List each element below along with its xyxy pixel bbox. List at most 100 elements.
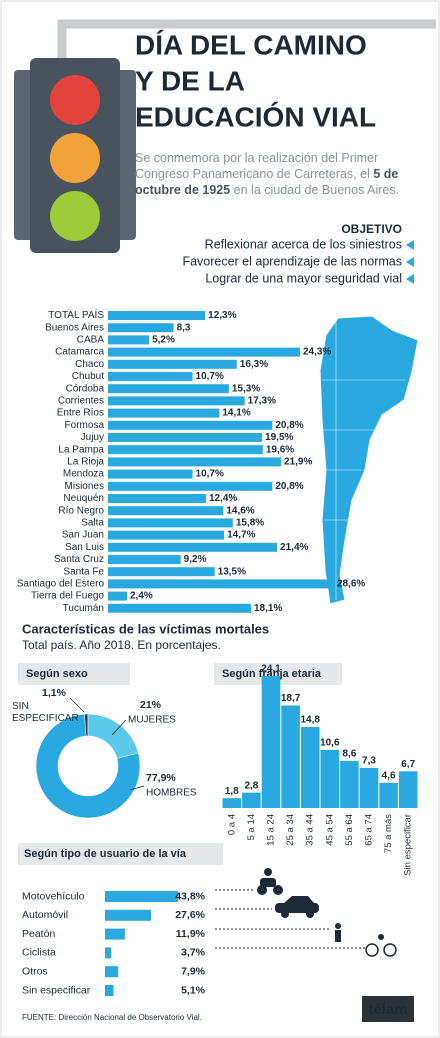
bar [340,760,359,808]
category-label: 45 a 54 [324,814,335,846]
category-label: Jujuy [81,432,104,443]
value-label: 2,4% [130,591,153,602]
category-label: TOTAL PAÍS [48,308,104,321]
bar [105,985,114,996]
category-label: MUJERES [128,715,176,726]
category-label: Río Negro [58,505,104,516]
red-light [50,75,100,125]
category-label: 35 a 44 [305,814,316,846]
category-label: Ciclista [22,947,56,959]
bar [379,782,398,808]
value-label: 14,8 [300,715,320,726]
value-label: 11,9% [176,928,206,940]
bar [108,372,193,381]
title: DÍA DEL CAMINO [135,29,367,60]
category-label: Salta [81,518,104,529]
bar [108,530,225,540]
category-label: Sin especificar [22,984,91,996]
value-label: 12,4% [209,493,237,504]
category-label: Sin especificar [403,814,414,876]
bar [108,311,206,320]
value-label: 10,7% [196,371,224,382]
bar [108,433,263,442]
category-label: La Pampa [58,444,104,455]
leader-line [111,719,127,736]
objective: Lograr de una mayor seguridad vial [205,271,402,285]
value-label: 14,7% [227,530,255,541]
value-label: 17,3% [248,396,276,407]
category-label: Santa Cruz [54,554,104,565]
value-label: 1,1% [42,687,67,699]
value-label: 10,7% [196,469,224,480]
category-label: HOMBRES [146,788,197,799]
value-label: 7,9% [181,965,206,977]
bar [108,335,150,345]
donut-slice [35,713,141,819]
value-label: 8,3 [177,322,191,333]
bar [108,445,263,455]
value-label: 18,7 [281,693,301,704]
value-label: 18,1% [254,603,282,614]
category-label: 65 a 74 [364,814,375,846]
map [319,315,419,605]
bar [108,359,237,369]
bullet [406,257,414,267]
bar [300,726,320,808]
category-label: Entre Ríos [57,408,104,419]
bar [105,966,119,978]
title: Y DE LA [135,65,245,96]
category-label: 5 a 14 [246,814,257,840]
value-label: 77,9% [146,772,176,784]
bar [108,457,282,467]
bar [281,705,300,808]
objective: Reflexionar acerca de los siniestros [205,237,402,251]
value-label: 8,6 [342,749,356,760]
category-label: 55 a 64 [344,814,355,846]
bar [108,396,245,406]
category-label: Otros [22,965,48,977]
value-label: 21,4% [280,542,308,553]
value-label: 21% [140,699,162,711]
bar [108,347,300,357]
bar [242,792,261,808]
value-label: 20,8% [275,420,303,431]
value-label: 15,3% [232,383,260,394]
value-label: 4,6 [382,770,396,781]
value-label: 16,3% [240,359,268,370]
value-label: 5,2% [152,335,175,346]
value-label: 27,6% [175,909,205,921]
value-label: 19,6% [266,444,294,455]
bar [108,555,181,564]
value-label: 7,3 [362,756,376,767]
bar [108,591,127,601]
bar [108,518,233,528]
category-label: Peatón [22,928,55,940]
bar [108,579,334,589]
value-label: 24,3% [303,347,331,358]
category-label: Catamarca [55,347,104,358]
category-label: Motovehículo [22,890,85,902]
leader-line [69,697,85,713]
bullet [406,240,414,250]
value-label: 6,7 [401,759,415,770]
category-label: Córdoba [66,383,105,394]
category-label: Formosa [65,420,105,431]
category-label: Automóvil [22,909,68,921]
header-box [18,663,130,685]
value-label: 12,3% [208,310,236,321]
value-label: 21,9% [284,457,312,468]
category-label: SIN ESPECIFICAR [12,701,79,724]
bar [398,771,418,808]
bar [105,891,179,902]
subtitle-part: en la ciudad de Buenos Aires. [230,183,400,197]
subtitle: Se conmemora por la realización del Prim… [135,150,425,198]
category-label: 0 a 4 [226,814,237,835]
title: EDUCACIÓN VIAL [135,101,376,132]
subtitle-part: Se conmemora por la realización del Prim… [135,151,379,181]
bar [261,675,281,808]
category-label: 25 a 34 [285,814,296,846]
bar [108,603,251,613]
leader-dots [215,889,365,949]
